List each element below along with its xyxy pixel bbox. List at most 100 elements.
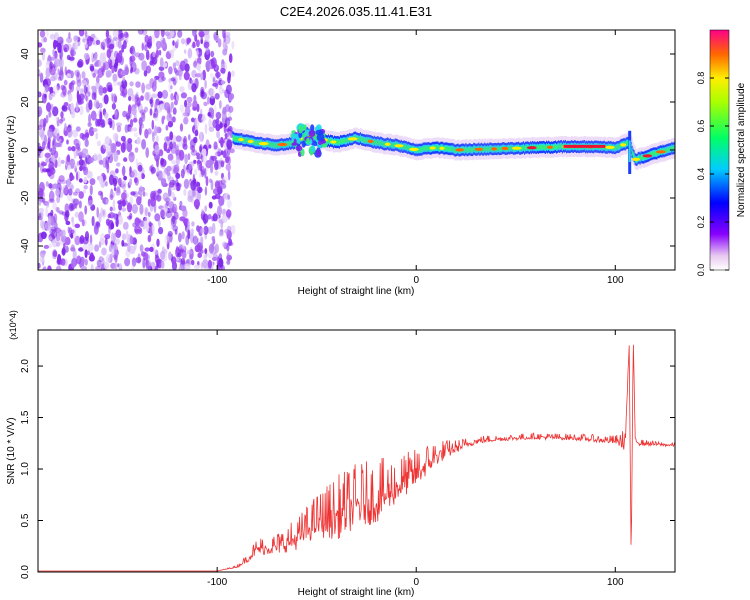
noise-blob bbox=[53, 213, 58, 223]
noise-blob bbox=[98, 190, 103, 196]
noise-blob bbox=[48, 198, 55, 203]
noise-blob bbox=[72, 159, 75, 165]
noise-blob bbox=[167, 153, 174, 161]
noise-blob bbox=[44, 93, 47, 99]
noise-blob bbox=[138, 52, 145, 61]
noise-blob bbox=[165, 124, 169, 131]
noise-blob bbox=[154, 213, 161, 222]
noise-blob bbox=[129, 118, 134, 128]
x-tick-label: 100 bbox=[607, 577, 624, 588]
noise-blob bbox=[75, 188, 81, 194]
noise-blob bbox=[101, 247, 107, 256]
noise-blob bbox=[196, 103, 200, 113]
noise-blob bbox=[207, 259, 212, 269]
noise-blob bbox=[90, 110, 97, 121]
noise-blob bbox=[175, 172, 181, 179]
noise-blob bbox=[183, 188, 187, 196]
noise-blob bbox=[87, 242, 94, 252]
noise-blob bbox=[69, 204, 76, 210]
noise-blob bbox=[66, 178, 71, 188]
noise-blob bbox=[135, 158, 139, 165]
noise-blob bbox=[80, 265, 87, 270]
spectrogram-panel: -100 0 100 -40 -20 0 20 40 Height of straight … bbox=[6, 29, 676, 297]
noise-blob bbox=[131, 169, 138, 178]
noise-blob bbox=[81, 153, 87, 158]
noise-blob bbox=[187, 101, 192, 108]
noise-blob bbox=[154, 125, 158, 136]
noise-blob bbox=[75, 101, 79, 112]
noise-blob bbox=[73, 35, 79, 42]
noise-blob bbox=[159, 57, 164, 67]
noise-blob bbox=[170, 49, 174, 59]
noise-blob bbox=[98, 102, 103, 109]
noise-blob bbox=[227, 74, 231, 84]
signal-hotspot bbox=[258, 142, 269, 146]
noise-blob bbox=[136, 136, 141, 145]
noise-blob bbox=[60, 258, 66, 266]
noise-blob bbox=[151, 119, 155, 130]
y-tick-label: -20 bbox=[20, 190, 31, 205]
noise-blob bbox=[75, 85, 81, 92]
noise-blob bbox=[103, 94, 109, 105]
noise-blob bbox=[193, 94, 197, 103]
noise-blob bbox=[98, 256, 104, 263]
signal-hotspot bbox=[491, 147, 498, 151]
noise-blob bbox=[139, 125, 142, 136]
noise-blob bbox=[196, 57, 202, 65]
noise-blob bbox=[187, 229, 191, 240]
noise-blob bbox=[59, 118, 63, 124]
noise-blob bbox=[204, 205, 208, 212]
signal-hotspot bbox=[620, 143, 627, 147]
noise-blob bbox=[177, 30, 183, 38]
noise-blob bbox=[190, 228, 194, 235]
noise-blob bbox=[99, 52, 104, 64]
noise-blob bbox=[94, 244, 100, 252]
noise-blob bbox=[68, 56, 75, 61]
noise-blob bbox=[203, 225, 209, 235]
noise-blob bbox=[218, 86, 224, 95]
snr-x-label: Height of straight line (km) bbox=[298, 587, 415, 598]
noise-blob bbox=[94, 61, 99, 67]
noise-blob bbox=[183, 178, 190, 189]
noise-blob bbox=[103, 261, 110, 270]
noise-blob bbox=[93, 224, 99, 235]
snr-series-line bbox=[38, 344, 675, 572]
noise-blob bbox=[93, 153, 98, 161]
noise-blob bbox=[134, 132, 138, 138]
noise-blob bbox=[157, 188, 162, 194]
noise-blob bbox=[38, 199, 42, 206]
noise-blob bbox=[93, 99, 100, 109]
noise-blob bbox=[115, 57, 119, 63]
signal-hotspot bbox=[247, 139, 254, 144]
noise-blob bbox=[99, 175, 104, 186]
noise-blob bbox=[48, 110, 52, 118]
noise-blob bbox=[38, 207, 45, 213]
noise-blob bbox=[55, 241, 61, 247]
noise-blob bbox=[227, 116, 233, 121]
noise-blob bbox=[91, 92, 96, 100]
noise-blob bbox=[126, 110, 131, 116]
disturbance-blob bbox=[306, 137, 310, 145]
spectrogram-marks bbox=[38, 30, 675, 270]
noise-blob bbox=[153, 108, 159, 118]
signal-hotspot bbox=[277, 142, 288, 147]
noise-blob bbox=[51, 183, 59, 189]
noise-blob bbox=[129, 166, 132, 174]
noise-blob bbox=[215, 181, 221, 191]
noise-blob bbox=[158, 66, 165, 71]
noise-blob bbox=[200, 166, 205, 176]
noise-blob bbox=[160, 260, 165, 269]
noise-blob bbox=[143, 70, 148, 77]
noise-blob bbox=[145, 83, 152, 90]
noise-blob bbox=[95, 81, 101, 90]
noise-blob bbox=[172, 62, 176, 67]
noise-blob bbox=[209, 95, 216, 106]
noise-blob bbox=[173, 164, 180, 174]
signal-hotspot bbox=[429, 146, 436, 150]
noise-blob bbox=[208, 144, 212, 149]
noise-blob bbox=[83, 189, 87, 194]
noise-blob bbox=[142, 257, 146, 269]
noise-blob bbox=[38, 42, 43, 48]
noise-blob bbox=[188, 163, 192, 171]
noise-blob bbox=[113, 62, 118, 73]
